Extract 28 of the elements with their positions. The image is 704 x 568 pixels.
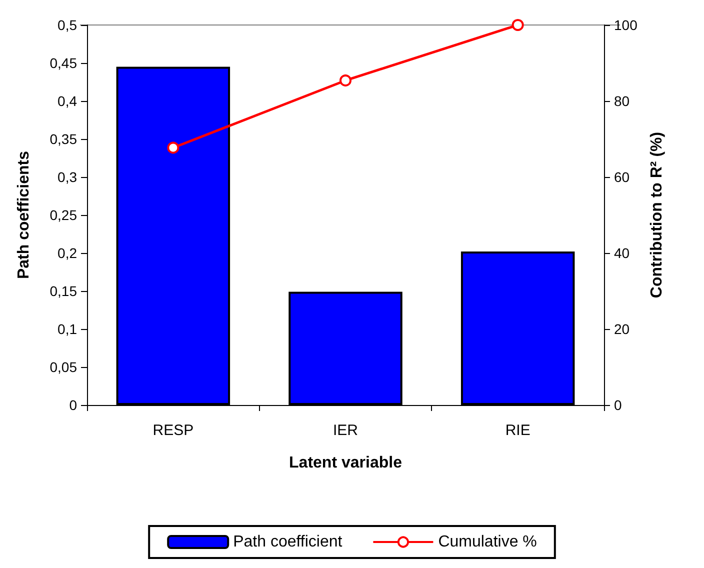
- y2-tick-label: 60: [614, 169, 630, 185]
- legend-label: Path coefficient: [233, 534, 343, 550]
- x-tick-label: IER: [332, 422, 358, 439]
- x-tick-label: RIE: [505, 422, 530, 439]
- y2-tick-label: 20: [614, 321, 630, 337]
- y-tick-label: 0: [69, 397, 78, 413]
- point: [167, 142, 180, 154]
- x-tick-label: RESP: [152, 422, 194, 439]
- y-tick-label: 0,25: [50, 207, 78, 223]
- y-tick-label: 0,5: [58, 17, 78, 33]
- y2-tick-label: 40: [614, 245, 630, 261]
- y-tick-label: 0,05: [50, 359, 78, 375]
- y-tick-label: 0,1: [58, 321, 78, 337]
- y2-tick-label: 0: [614, 397, 622, 413]
- point: [340, 74, 352, 86]
- y-tick-label: 0,2: [58, 245, 78, 261]
- y2-tick-label: 80: [614, 93, 630, 109]
- y-axis-title: Path coefficients: [16, 150, 32, 280]
- legend-label: Cumulative %: [438, 534, 537, 550]
- y-tick-label: 0,4: [58, 93, 78, 109]
- y-tick-label: 0,3: [58, 169, 78, 185]
- x-axis-title: Latent variable: [289, 454, 402, 472]
- y-tick-label: 0,15: [50, 283, 78, 299]
- y2-axis-title: Contribution to R² (%): [648, 132, 666, 298]
- y2-tick-label: 100: [614, 17, 638, 33]
- y-tick-label: 0,35: [50, 131, 78, 147]
- y-tick-label: 0,45: [50, 55, 78, 71]
- point: [512, 19, 524, 31]
